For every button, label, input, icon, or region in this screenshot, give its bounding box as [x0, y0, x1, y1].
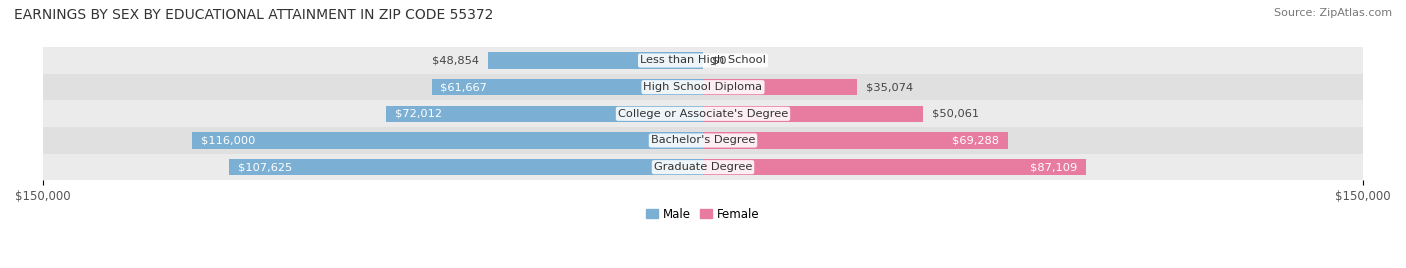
Bar	[703, 106, 924, 122]
Bar	[229, 159, 703, 176]
Text: Less than High School: Less than High School	[640, 55, 766, 65]
Bar	[703, 159, 1087, 176]
Bar	[193, 132, 703, 149]
Bar	[488, 52, 703, 69]
Text: High School Diploma: High School Diploma	[644, 82, 762, 92]
Text: EARNINGS BY SEX BY EDUCATIONAL ATTAINMENT IN ZIP CODE 55372: EARNINGS BY SEX BY EDUCATIONAL ATTAINMEN…	[14, 8, 494, 22]
Bar	[432, 79, 703, 95]
Text: Bachelor's Degree: Bachelor's Degree	[651, 136, 755, 146]
Text: $0: $0	[711, 55, 727, 65]
Legend: Male, Female: Male, Female	[641, 203, 765, 225]
Bar	[703, 132, 1008, 149]
Text: $72,012: $72,012	[395, 109, 441, 119]
Bar	[703, 79, 858, 95]
Bar	[42, 100, 1364, 127]
Bar	[42, 47, 1364, 74]
Text: Source: ZipAtlas.com: Source: ZipAtlas.com	[1274, 8, 1392, 18]
Text: $61,667: $61,667	[440, 82, 488, 92]
Text: College or Associate's Degree: College or Associate's Degree	[617, 109, 789, 119]
Text: $87,109: $87,109	[1031, 162, 1077, 172]
Text: $69,288: $69,288	[952, 136, 1000, 146]
Text: $48,854: $48,854	[432, 55, 479, 65]
Text: Graduate Degree: Graduate Degree	[654, 162, 752, 172]
Bar	[387, 106, 703, 122]
Text: $50,061: $50,061	[932, 109, 979, 119]
Bar	[42, 154, 1364, 180]
Text: $107,625: $107,625	[238, 162, 292, 172]
Text: $116,000: $116,000	[201, 136, 256, 146]
Bar	[42, 74, 1364, 100]
Text: $35,074: $35,074	[866, 82, 914, 92]
Bar	[42, 127, 1364, 154]
